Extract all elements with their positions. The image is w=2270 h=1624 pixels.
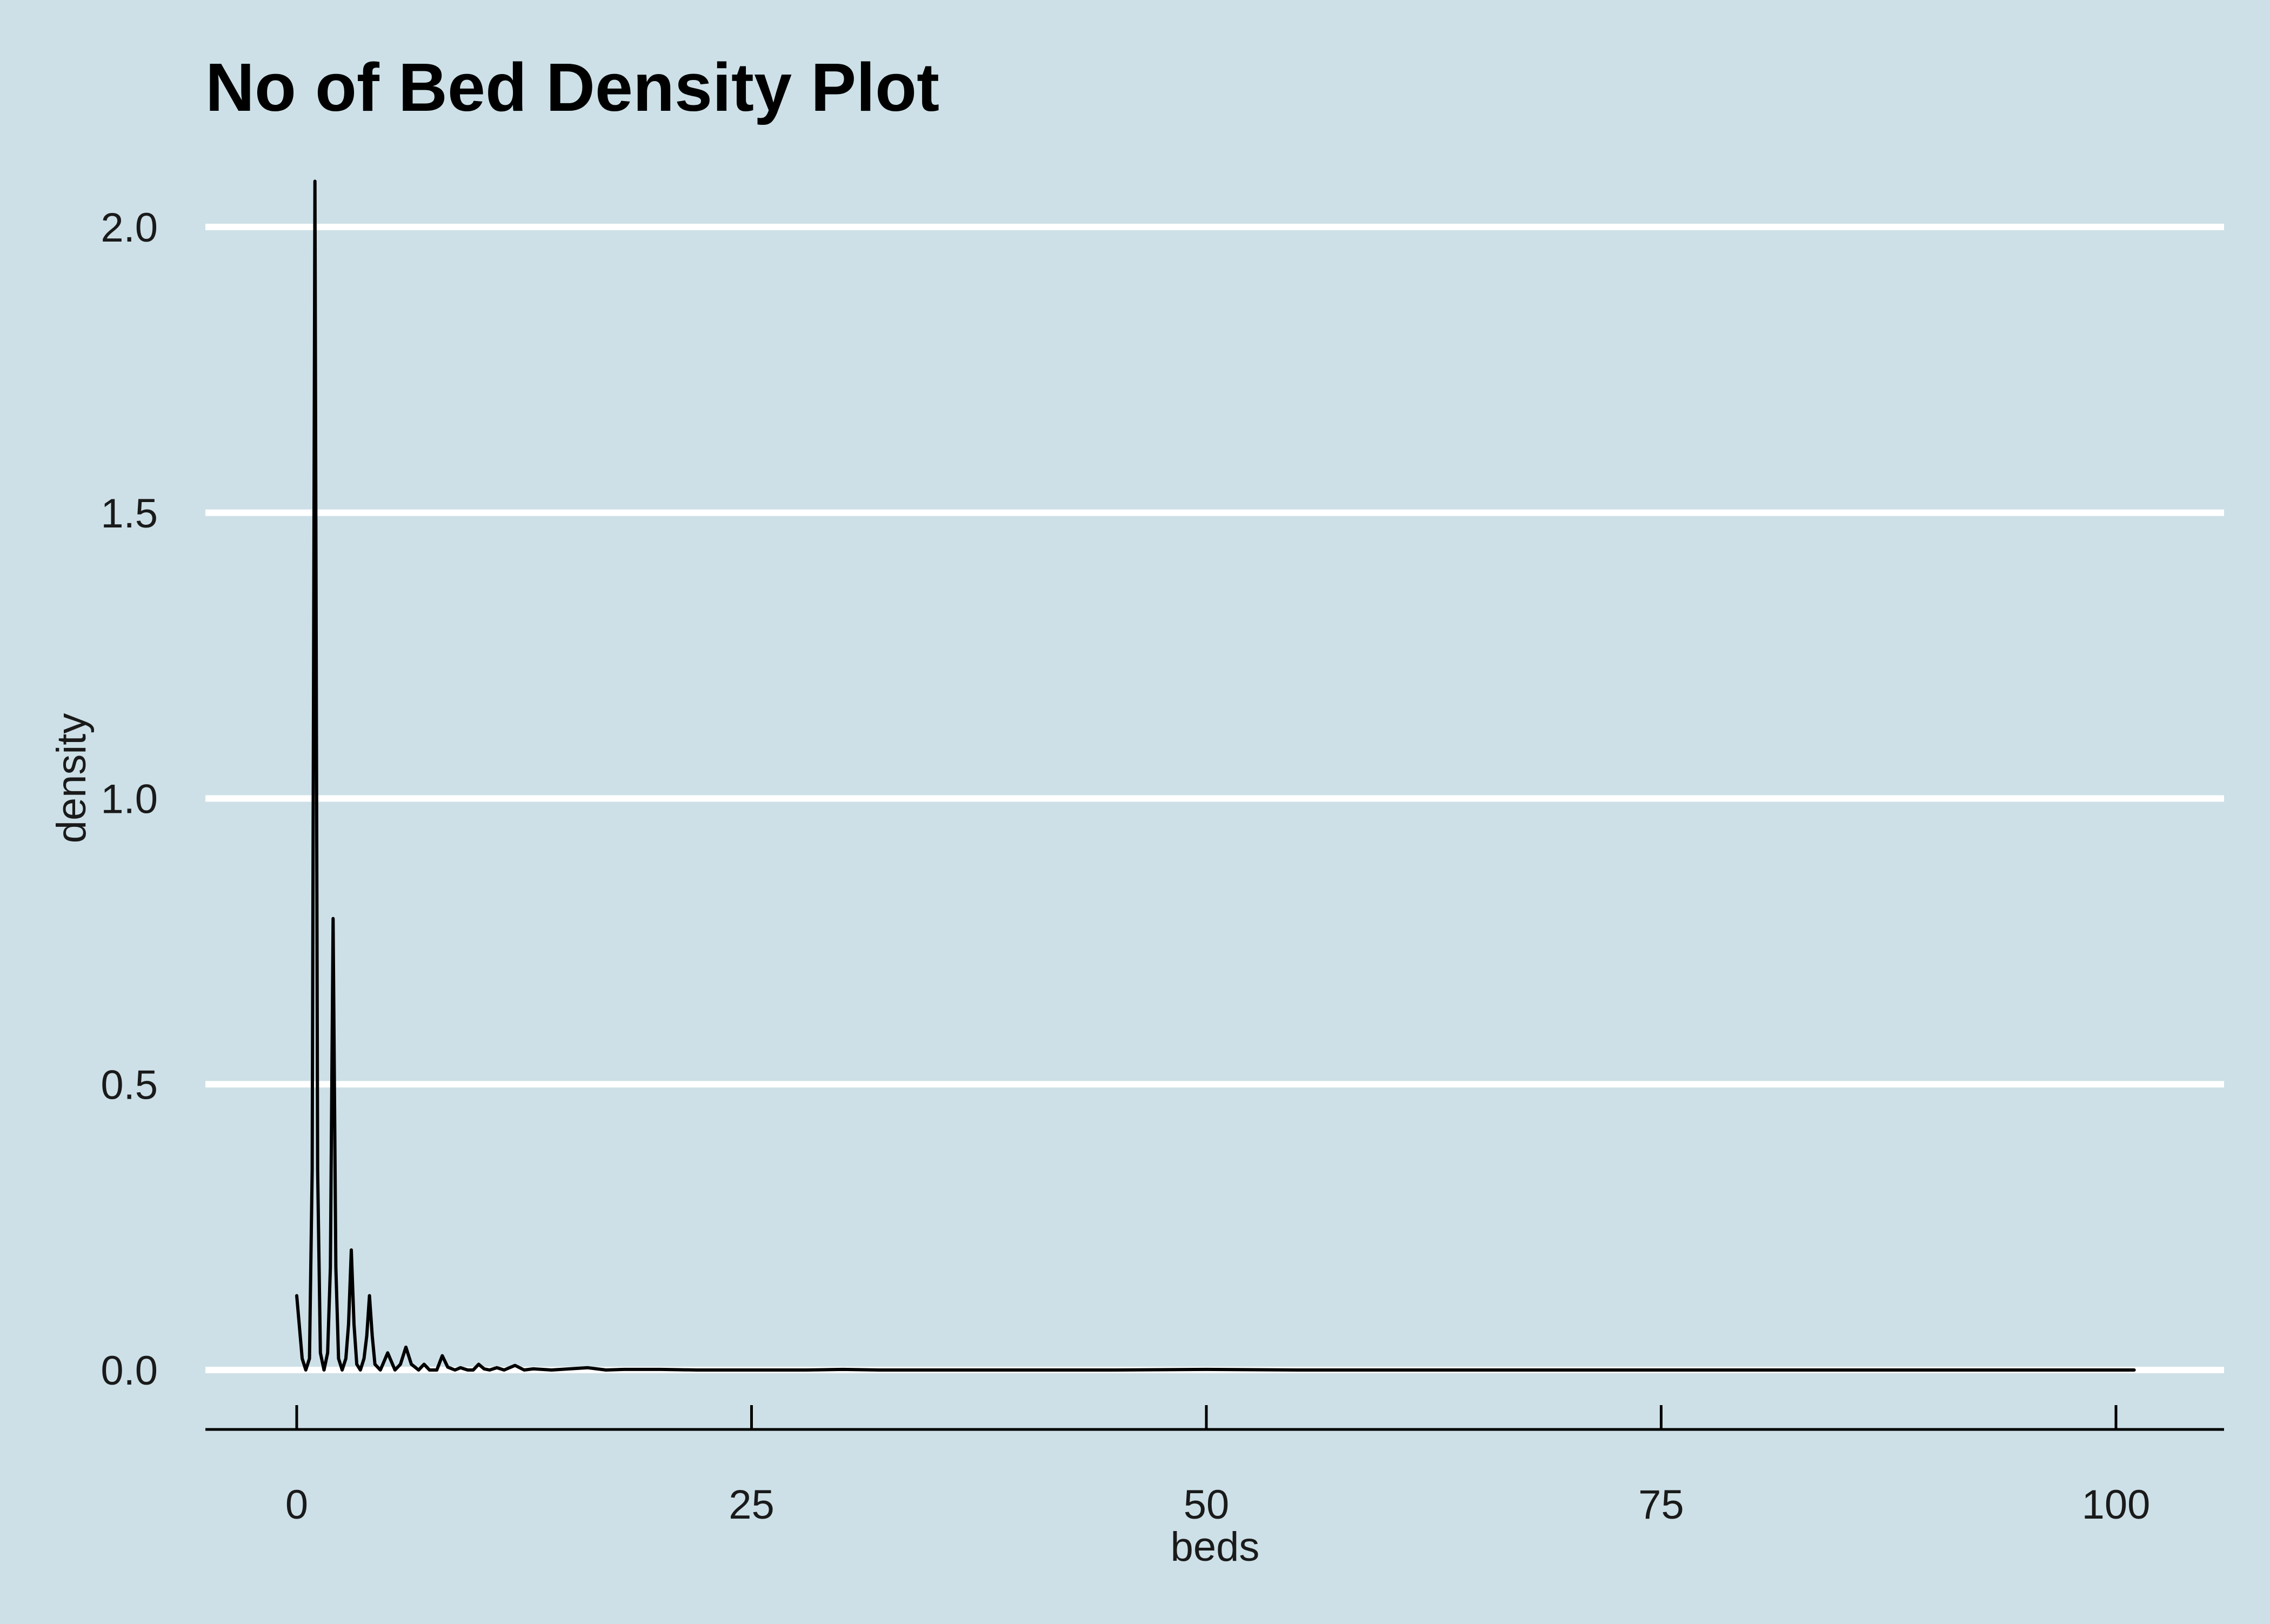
x-tick-label-1: 25	[729, 1482, 775, 1528]
x-tick-label-0: 0	[285, 1482, 308, 1528]
y-axis-title: density	[49, 713, 95, 844]
y-tick-label-2: 1.0	[101, 777, 158, 823]
x-tick-label-3: 75	[1638, 1482, 1684, 1528]
x-axis-title: beds	[1171, 1524, 1260, 1570]
y-tick-label-1: 0.5	[101, 1062, 158, 1108]
y-tick-label-3: 1.5	[101, 491, 158, 537]
y-tick-label-0: 0.0	[101, 1348, 158, 1394]
density-line-0	[295, 179, 2136, 1372]
series-layer	[295, 179, 2136, 1372]
y-tick-label-4: 2.0	[101, 205, 158, 251]
x-tick-label-4: 100	[2082, 1482, 2151, 1528]
x-axis: 0 25 50 75 100	[205, 1405, 2224, 1528]
x-tick-label-2: 50	[1184, 1482, 1230, 1528]
y-axis: 0.0 0.5 1.0 1.5 2.0	[101, 205, 158, 1394]
chart-title: No of Bed Density Plot	[205, 49, 939, 125]
